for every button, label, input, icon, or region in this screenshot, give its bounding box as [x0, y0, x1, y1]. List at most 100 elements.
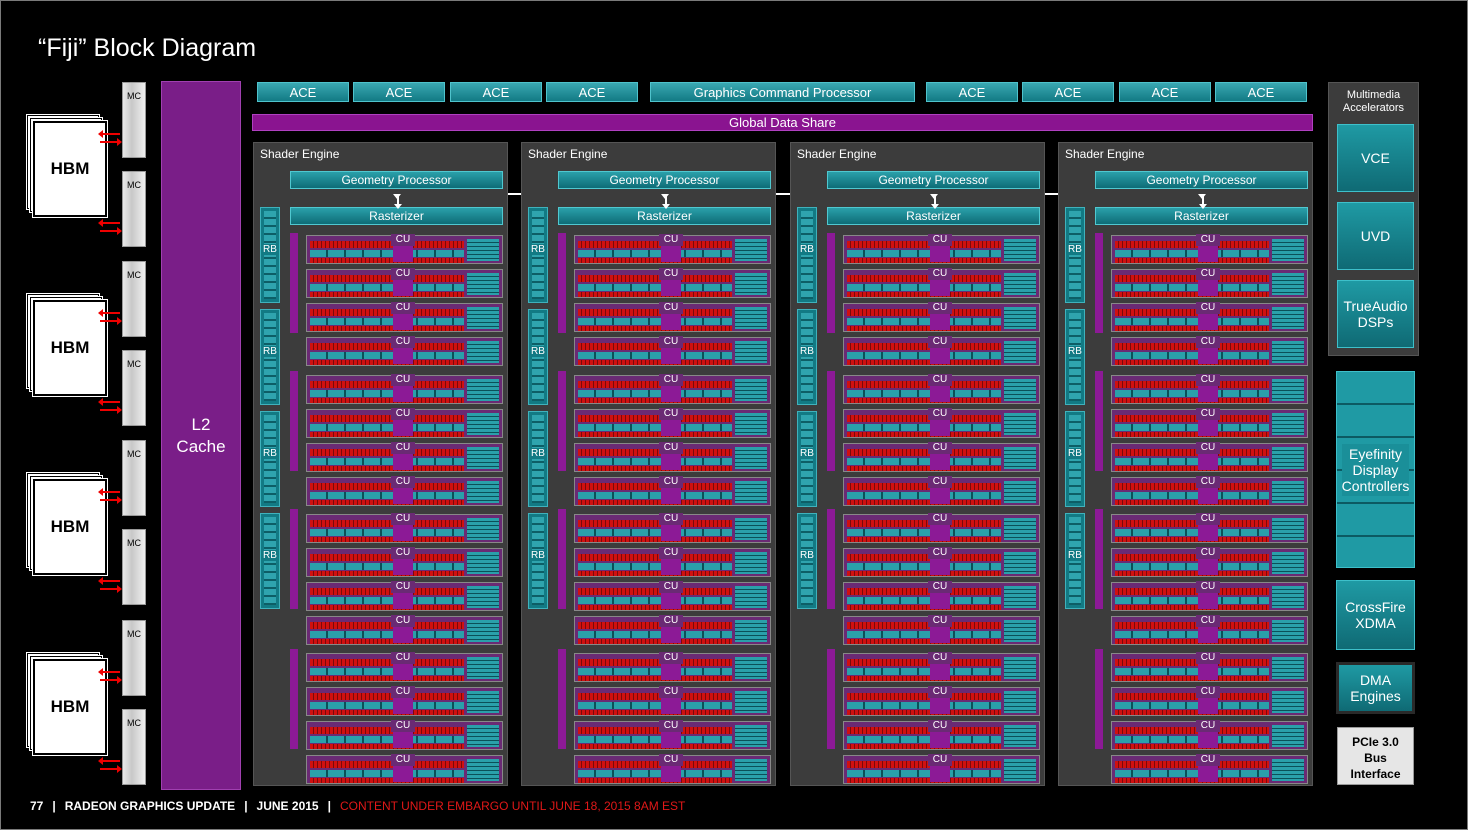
cu-label: CU — [391, 374, 415, 386]
rb-label: RB — [1066, 346, 1084, 357]
cu-alu-row-2 — [1115, 500, 1269, 505]
cu-alu-row — [847, 761, 1001, 768]
cu-alu-row — [847, 415, 1001, 422]
cu-alu-row-2 — [1115, 398, 1269, 403]
cu-label: CU — [659, 547, 683, 559]
cu-vector-row — [578, 668, 732, 675]
cu-alu-row-2 — [310, 398, 464, 403]
cu-vector-row — [578, 736, 732, 743]
cu-scheduler — [393, 525, 413, 541]
cu-vector-row — [1115, 668, 1269, 675]
trueaudio-line2: DSPs — [1357, 314, 1394, 330]
cu-alu-row — [310, 275, 464, 282]
cu-alu-row-2 — [578, 639, 732, 644]
render-backend: RB — [260, 309, 280, 405]
cu-label: CU — [928, 302, 952, 314]
scheduler-bar — [290, 233, 298, 333]
cu-label: CU — [391, 652, 415, 664]
cu-vector-row — [310, 352, 464, 359]
cu-label: CU — [659, 268, 683, 280]
cu-label: CU — [659, 652, 683, 664]
rb-label: RB — [261, 448, 279, 459]
compute-unit: CU — [306, 720, 503, 750]
cu-alu-row-2 — [1115, 326, 1269, 331]
compute-unit: CU — [843, 268, 1040, 298]
render-backend: RB — [1065, 207, 1085, 303]
cu-texture-unit — [1004, 657, 1036, 679]
cu-label: CU — [659, 476, 683, 488]
eyefinity-line3: Controllers — [1341, 477, 1410, 494]
cu-alu-row — [578, 241, 732, 248]
vce-label: VCE — [1361, 150, 1390, 166]
cu-scheduler — [1198, 314, 1218, 330]
cu-texture-unit — [1272, 725, 1304, 747]
cu-texture-unit — [467, 273, 499, 295]
cu-scheduler — [1198, 386, 1218, 402]
cu-alu-row-2 — [1115, 537, 1269, 542]
memory-link-arrows — [98, 757, 122, 774]
cu-alu-row — [578, 659, 732, 666]
cu-alu-row-2 — [310, 710, 464, 715]
cu-texture-unit — [1272, 307, 1304, 329]
arrow-right — [100, 138, 122, 146]
cu-alu-row-2 — [1115, 258, 1269, 263]
cu-scheduler — [393, 348, 413, 364]
cu-alu-row-2 — [578, 744, 732, 749]
compute-unit: CU — [574, 652, 771, 682]
render-backend: RB — [260, 411, 280, 507]
cu-alu-row — [1115, 343, 1269, 350]
arrow-left — [98, 757, 120, 765]
shader-engine: Shader Engine Geometry Processor Rasterize… — [253, 142, 508, 786]
trueaudio-line1: TrueAudio — [1343, 298, 1408, 314]
cu-texture-unit — [467, 657, 499, 679]
memory-controller: MC — [122, 529, 146, 605]
cu-alu-row-2 — [578, 710, 732, 715]
rb-label: RB — [529, 244, 547, 255]
cu-vector-row — [847, 250, 1001, 257]
cu-vector-row — [847, 284, 1001, 291]
cu-label: CU — [659, 581, 683, 593]
scheduler-bar — [1095, 649, 1103, 749]
cu-texture-unit — [1272, 447, 1304, 469]
cu-scheduler — [661, 246, 681, 262]
cu-vector-row — [1115, 284, 1269, 291]
cu-texture-unit — [467, 413, 499, 435]
arrow-left — [98, 309, 120, 317]
cu-alu-row-2 — [847, 360, 1001, 365]
cu-scheduler — [661, 454, 681, 470]
trueaudio-block: TrueAudio DSPs — [1337, 280, 1414, 348]
compute-unit: CU — [306, 268, 503, 298]
cu-label: CU — [391, 408, 415, 420]
cu-alu-row — [578, 415, 732, 422]
cu-scheduler — [930, 525, 950, 541]
cu-texture-unit — [467, 447, 499, 469]
cu-alu-row-2 — [578, 778, 732, 783]
cu-alu-row-2 — [310, 360, 464, 365]
cu-alu-row-2 — [847, 432, 1001, 437]
cu-texture-unit — [735, 759, 767, 781]
graphics-command-processor: Graphics Command Processor — [650, 82, 915, 102]
multimedia-title: Multimedia Accelerators — [1329, 89, 1418, 115]
cu-alu-row — [578, 449, 732, 456]
cu-scheduler — [930, 314, 950, 330]
cu-texture-unit — [735, 481, 767, 503]
cu-scheduler — [661, 420, 681, 436]
cu-label: CU — [1196, 268, 1220, 280]
compute-unit: CU — [306, 336, 503, 366]
scheduler-bar — [1095, 509, 1103, 609]
cu-alu-row — [1115, 309, 1269, 316]
cu-label: CU — [1196, 652, 1220, 664]
cu-label: CU — [659, 374, 683, 386]
cu-vector-row — [310, 631, 464, 638]
memory-link-arrows — [98, 668, 122, 685]
cu-label: CU — [928, 374, 952, 386]
cu-label: CU — [928, 408, 952, 420]
cu-alu-row-2 — [310, 676, 464, 681]
cu-alu-row — [310, 554, 464, 561]
memory-controller: MC — [122, 709, 146, 785]
cu-scheduler — [930, 627, 950, 643]
cu-label: CU — [391, 268, 415, 280]
compute-unit: CU — [306, 476, 503, 506]
compute-unit: CU — [306, 615, 503, 645]
multimedia-accelerators: Multimedia Accelerators VCE UVD TrueAudi… — [1328, 82, 1419, 356]
